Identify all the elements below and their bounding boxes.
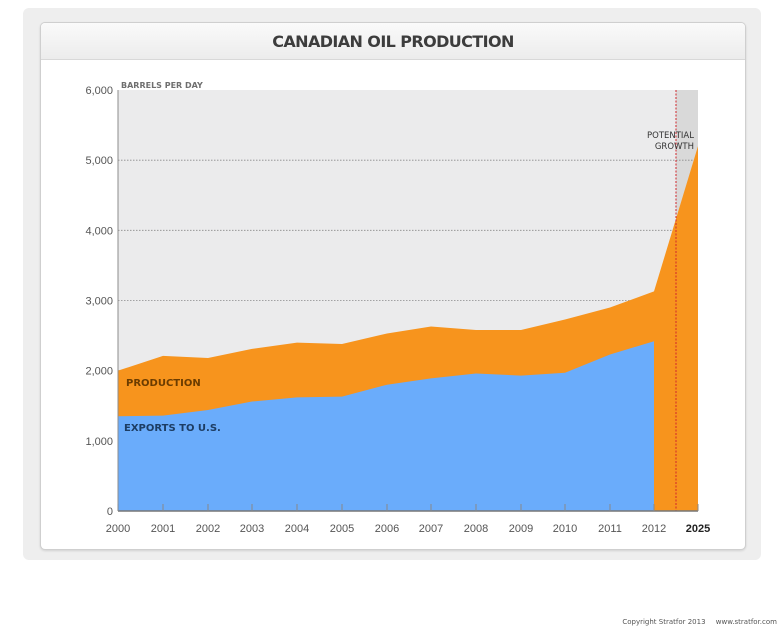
x-tick-label: 2000	[106, 523, 130, 535]
x-tick-label: 2010	[553, 523, 577, 535]
y-tick-label: 5,000	[85, 155, 113, 167]
x-tick-label: 2002	[196, 523, 220, 535]
copyright-credit: Copyright Stratfor 2013 www.stratfor.com	[614, 618, 777, 626]
y-tick-label: 3,000	[85, 296, 113, 308]
x-tick-label: 2005	[330, 523, 354, 535]
x-tick-label: 2004	[285, 523, 309, 535]
x-tick-label: 2001	[151, 523, 175, 535]
site-url: www.stratfor.com	[715, 618, 777, 626]
y-tick-label: 2,000	[85, 366, 113, 378]
x-tick-label: 2003	[240, 523, 264, 535]
y-tick-label: 0	[107, 506, 113, 518]
exports-area	[118, 341, 654, 511]
copyright-text: Copyright Stratfor 2013	[622, 618, 706, 626]
x-tick-label: 2012	[642, 523, 666, 535]
chart-title: CANADIAN OIL PRODUCTION	[272, 31, 514, 51]
exports-label: EXPORTS TO U.S.	[124, 423, 221, 434]
potential-growth-label: GROWTH	[655, 142, 694, 152]
x-tick-label: 2007	[419, 523, 443, 535]
x-tick-label: 2025	[686, 523, 710, 535]
x-tick-label: 2011	[598, 523, 622, 535]
production-label: PRODUCTION	[126, 378, 201, 389]
y-tick-label: 1,000	[85, 436, 113, 448]
y-tick-label: 4,000	[85, 225, 113, 237]
y-axis-label: BARRELS PER DAY	[121, 81, 203, 90]
chart-header: CANADIAN OIL PRODUCTION	[41, 23, 745, 60]
x-tick-label: 2008	[464, 523, 488, 535]
y-tick-label: 6,000	[85, 85, 113, 97]
potential-growth-label: POTENTIAL	[647, 131, 694, 141]
x-tick-label: 2009	[509, 523, 533, 535]
x-tick-label: 2006	[375, 523, 399, 535]
